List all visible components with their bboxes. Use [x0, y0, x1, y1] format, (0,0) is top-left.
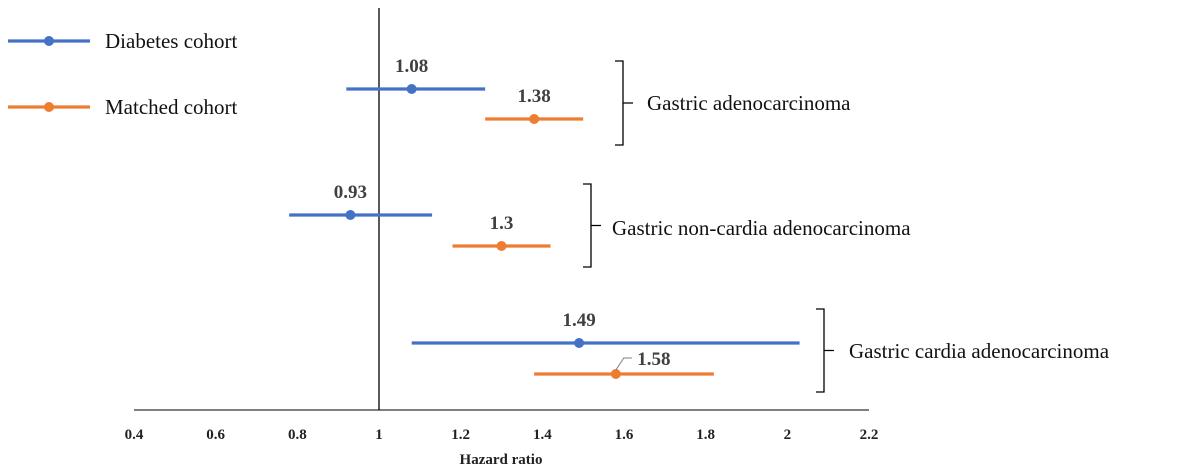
x-tick-label: 0.8 [288, 427, 307, 443]
point-estimate [406, 84, 417, 94]
group-label: Gastric cardia adenocarcinoma [849, 339, 1110, 363]
axis-layer: 0.4 0.6 0.8 1 1.2 1.4 1.6 1.8 2 2.2 [125, 8, 879, 443]
x-tick-label: 0.4 [125, 427, 144, 443]
x-tick-label: 1.2 [451, 427, 470, 443]
group-bracket [816, 308, 834, 393]
group-bracket [583, 183, 601, 268]
legend: Diabetes cohort Matched cohort [8, 29, 238, 119]
point-estimate [529, 114, 540, 124]
point-estimate [496, 241, 507, 251]
data-label: 1.49 [562, 310, 595, 331]
group-bracket [615, 60, 633, 146]
legend-label: Diabetes cohort [105, 29, 238, 53]
point-estimate [345, 210, 356, 220]
group-label: Gastric adenocarcinoma [647, 91, 851, 115]
x-tick-label: 0.6 [206, 427, 225, 443]
data-label: 0.93 [334, 182, 367, 203]
data-label: 1.3 [490, 213, 514, 234]
point-estimate [610, 369, 621, 379]
x-tick-label: 2 [784, 427, 792, 443]
point-estimate [574, 338, 585, 348]
legend-label: Matched cohort [105, 95, 238, 119]
group-labels: Gastric adenocarcinoma Gastric non-cardia… [583, 60, 1110, 393]
x-tick-label: 1.4 [533, 427, 552, 443]
x-tick-label: 1.8 [696, 427, 715, 443]
marks-layer: 1.08 0.93 1.49 1.38 1.3 1.58 [289, 56, 800, 379]
legend-swatch-marker [44, 36, 54, 46]
legend-swatch-marker [44, 102, 54, 112]
data-label: 1.08 [395, 56, 428, 77]
x-tick-label: 2.2 [860, 427, 879, 443]
leader-line [615, 357, 632, 371]
x-tick-label: 1 [375, 427, 383, 443]
data-label: 1.38 [518, 86, 551, 107]
data-label: 1.58 [637, 349, 670, 370]
x-tick-label: 1.6 [615, 427, 634, 443]
group-label: Gastric non-cardia adenocarcinoma [612, 216, 911, 240]
x-axis-title: Hazard ratio [460, 452, 543, 468]
